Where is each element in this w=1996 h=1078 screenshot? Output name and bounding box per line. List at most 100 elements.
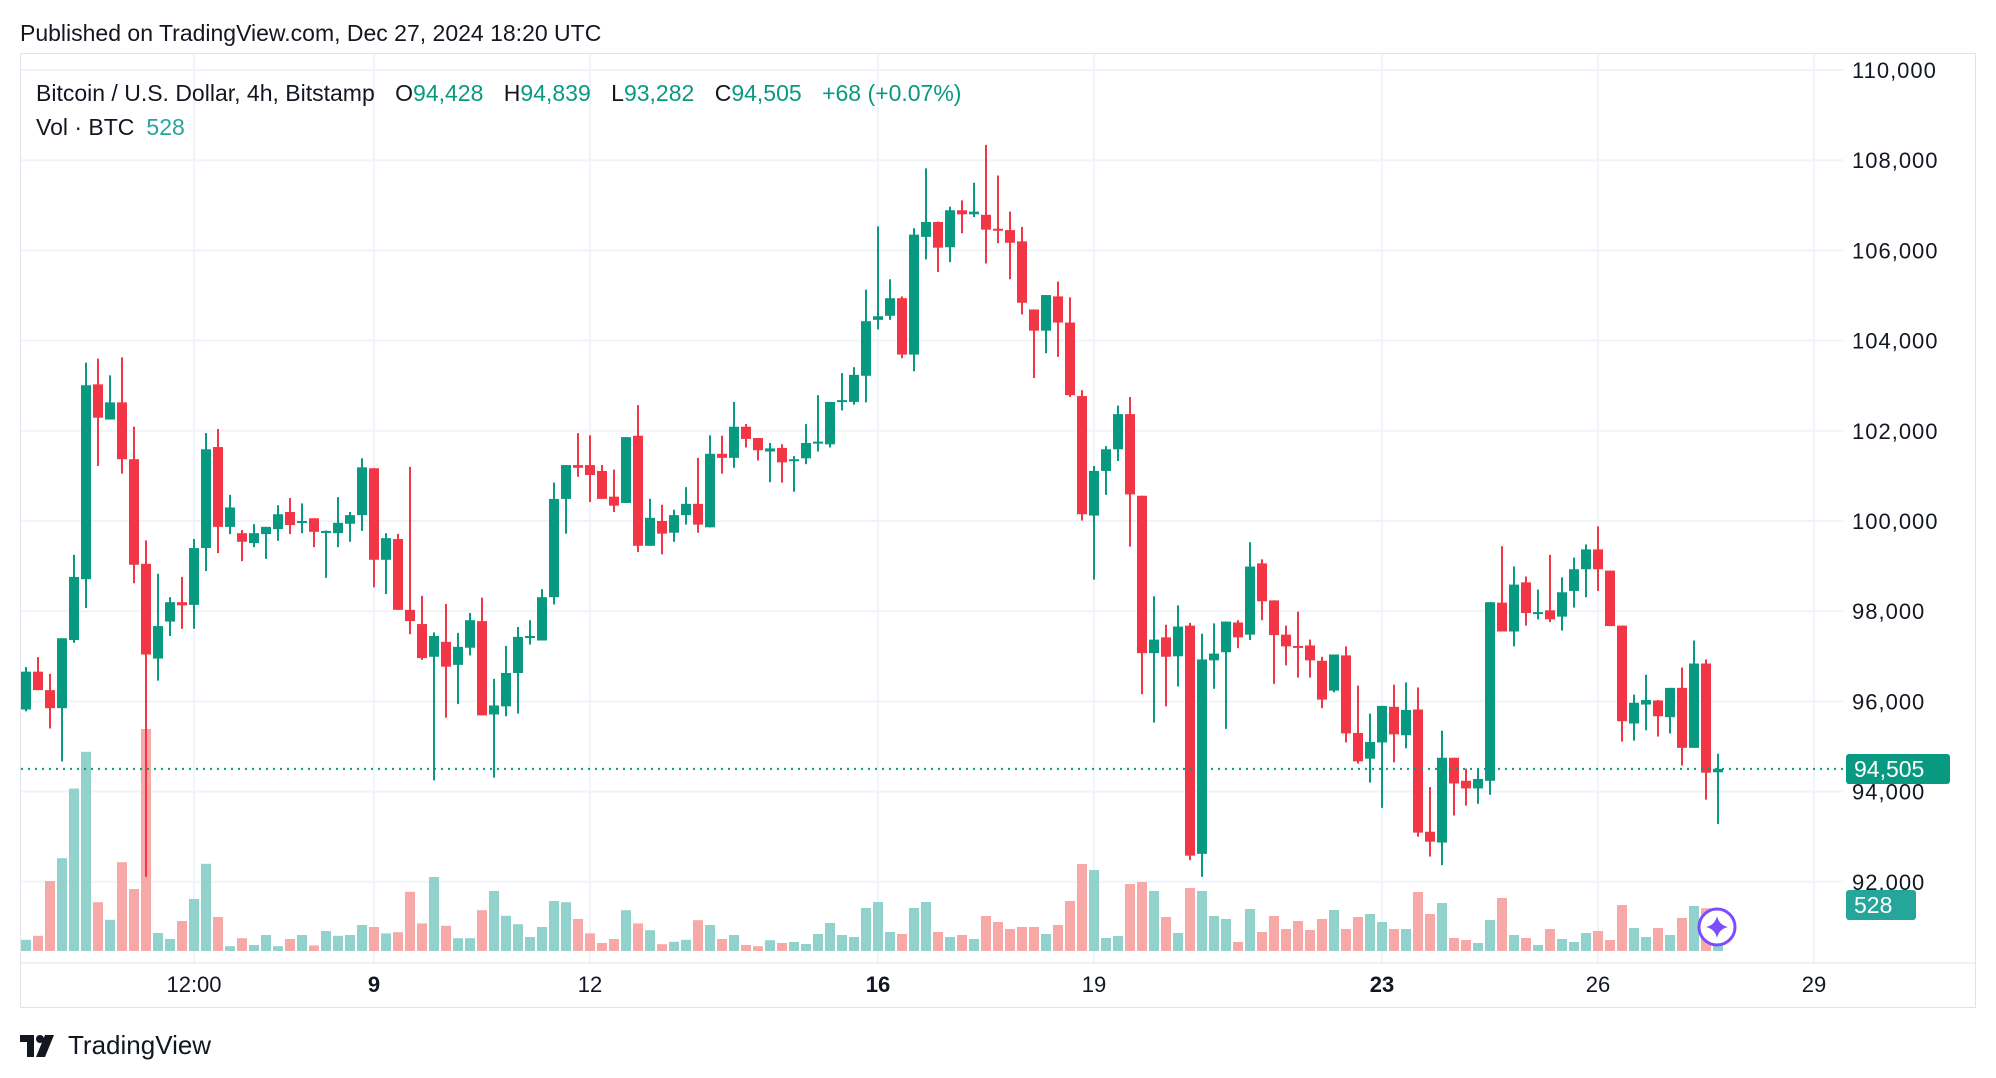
candle [81, 362, 91, 609]
candle [93, 358, 103, 466]
volume-bar [717, 939, 727, 951]
candle-body [1149, 639, 1159, 654]
candle-body [417, 624, 427, 659]
candle-body [1509, 584, 1519, 632]
volume-bar [921, 902, 931, 951]
candle-wick [973, 182, 975, 218]
time-tick-label: 23 [1370, 972, 1394, 997]
candle [261, 526, 271, 559]
volume-bar [1653, 928, 1663, 951]
candle-body [813, 441, 823, 444]
volume-bar [1245, 909, 1255, 951]
candle-wick [1009, 211, 1011, 280]
candle-wick [613, 469, 615, 512]
candle [417, 595, 427, 660]
volume-bar [1161, 917, 1171, 951]
volume-bar [1113, 936, 1123, 951]
candle [1473, 768, 1483, 804]
volume-bar [1437, 903, 1447, 951]
candle-wick [385, 533, 387, 595]
candle-wick [433, 632, 435, 781]
candle [1245, 542, 1255, 641]
candle [1593, 526, 1603, 591]
candle-wick [1537, 589, 1539, 620]
candle [1029, 309, 1039, 379]
volume-bar [1317, 919, 1327, 951]
candle-body [1617, 625, 1627, 722]
candle-body [273, 514, 283, 530]
candle [333, 497, 343, 548]
open-label: O [395, 80, 414, 106]
candle [225, 494, 235, 535]
price-axis[interactable]: 110,000 108,000 106,000 104,000 102,000 100,0… [1852, 58, 1939, 895]
volume-bar [909, 908, 919, 951]
volume-bar [153, 933, 163, 951]
candle [837, 373, 847, 411]
volume-bar [1389, 929, 1399, 951]
volume-bar [237, 938, 247, 951]
candle [1449, 757, 1459, 816]
last-price-badge: 94,505 [1846, 754, 1950, 784]
volume-bar [381, 933, 391, 951]
price-tick-label: 102,000 [1852, 419, 1939, 444]
candle-body [1665, 687, 1675, 718]
candle-body [561, 465, 571, 499]
time-axis[interactable]: 12:00 9 12 16 19 23 26 29 [21, 962, 1975, 997]
candle-body [45, 690, 55, 709]
candle-body [1629, 702, 1639, 724]
candle [525, 620, 535, 645]
volume-bar [1173, 933, 1183, 951]
candle-body [645, 517, 655, 546]
candle-body [1473, 778, 1483, 789]
volume-bar [585, 933, 595, 951]
time-tick-label: 12:00 [166, 972, 221, 997]
candle-body [1305, 645, 1315, 661]
volume-label[interactable]: Vol · BTC [36, 114, 135, 140]
candle [1557, 577, 1567, 631]
footer-brand[interactable]: TradingView [20, 1030, 211, 1061]
candle-body [825, 401, 835, 445]
time-tick-label: 12 [578, 972, 602, 997]
sparkle-assistant-icon[interactable] [1696, 906, 1738, 948]
volume-bar [597, 943, 607, 951]
price-tick-label: 108,000 [1852, 148, 1939, 173]
candle-body [393, 539, 403, 610]
volume-bar [633, 923, 643, 951]
candle-body [525, 636, 535, 639]
volume-bar [669, 941, 679, 951]
candle-wick [1153, 596, 1155, 723]
candle [1077, 390, 1087, 521]
candle-wick [793, 456, 795, 492]
candle [801, 424, 811, 465]
candle-body [1581, 549, 1591, 570]
volume-bar [1017, 927, 1027, 951]
volume-bar [537, 927, 547, 951]
volume-bar [333, 935, 343, 951]
candle-wick [985, 144, 987, 264]
candle-wick [409, 466, 411, 635]
symbol-title[interactable]: Bitcoin / U.S. Dollar, 4h, Bitstamp [36, 80, 375, 106]
candle-body [1437, 757, 1447, 843]
price-tick-label: 98,000 [1852, 599, 1925, 624]
candle [381, 533, 391, 595]
volume-bar [609, 939, 619, 951]
volume-bar [1473, 943, 1483, 951]
volume-bar [357, 925, 367, 951]
legend-ohlc-row: Bitcoin / U.S. Dollar, 4h, Bitstamp O94,… [36, 76, 961, 110]
candle [1581, 544, 1591, 598]
candle [1293, 611, 1303, 678]
candle [1401, 682, 1411, 749]
volume-bar [1233, 942, 1243, 951]
candle [609, 469, 619, 512]
candle-body [1209, 653, 1219, 661]
candle-body [1545, 610, 1555, 620]
candle [1533, 589, 1543, 620]
candle [1629, 694, 1639, 741]
volume-bar [1533, 945, 1543, 951]
volume-bar [753, 946, 763, 951]
volume-bar [1689, 906, 1699, 951]
candle-body [1557, 592, 1567, 617]
candle [1281, 625, 1291, 666]
candle-body [21, 671, 31, 710]
